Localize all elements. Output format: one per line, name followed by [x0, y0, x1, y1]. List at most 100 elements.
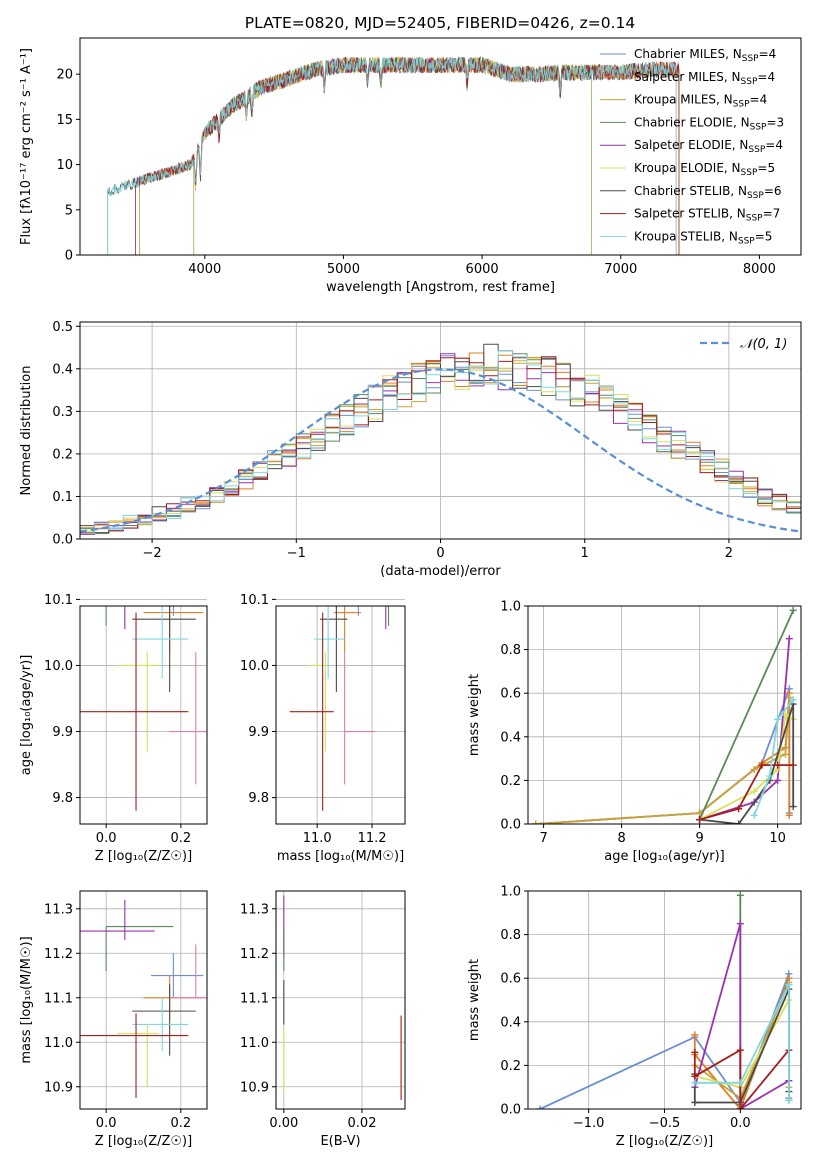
- legend-entry: Chabrier STELIB, NSSP=6: [634, 184, 782, 201]
- weight-series-line: [753, 699, 794, 816]
- x-axis-label: E(B-V): [320, 1134, 360, 1149]
- weight-point-marker: [789, 803, 797, 811]
- y-tick-label: 0.4: [500, 1015, 521, 1030]
- weight-point-marker: [691, 1048, 699, 1056]
- x-tick-label: 0: [436, 546, 444, 561]
- spectrum-legend: Chabrier MILES, NSSP=4 Salpeter MILES, NS…: [600, 47, 784, 246]
- x-tick-label: 0.02: [348, 1116, 377, 1131]
- plot-area: [289, 606, 390, 811]
- weight-point-marker: [758, 761, 766, 769]
- spectrum-series-line: [107, 55, 677, 255]
- x-tick-label: 6000: [466, 262, 499, 277]
- weight-point-marker: [774, 776, 782, 784]
- y-tick-label: 10.1: [240, 593, 269, 608]
- y-tick-label: 11.1: [240, 991, 269, 1006]
- weight-point-marker: [785, 1096, 793, 1104]
- weight-point-marker: [691, 1098, 699, 1106]
- weight-point-marker: [785, 811, 793, 819]
- y-tick-label: 9.9: [248, 725, 269, 740]
- axes-frame: [79, 605, 208, 825]
- weight-point-marker: [691, 1072, 699, 1080]
- y-axis-label: Normed distribution: [19, 366, 34, 496]
- histogram-series: [80, 343, 801, 539]
- weight-point-marker: [736, 1046, 744, 1054]
- weight-point-marker: [736, 891, 744, 899]
- y-tick-label: 10.0: [240, 659, 269, 674]
- axes-frame: [79, 37, 802, 256]
- weight-series-line: [699, 638, 791, 821]
- y-tick-label: 11.2: [240, 947, 269, 962]
- x-tick-label: 8000: [743, 262, 776, 277]
- legend-entry: Salpeter ELODIE, NSSP=4: [634, 138, 783, 155]
- y-tick-label: 0.6: [500, 687, 521, 702]
- x-tick-label: 10: [769, 831, 786, 846]
- y-tick-label: 11.3: [240, 902, 269, 917]
- gaussian-curve: [80, 368, 801, 533]
- panel-weight_vs_age: 7 8 9 10 0.0 0.2 0.4 0.6 0.8 1.0 age [log₁₀(age/yr…: [467, 600, 802, 864]
- y-tick-label: 0.2: [52, 447, 73, 462]
- weight-point-marker: [781, 711, 789, 719]
- y-tick-label: 0.1: [52, 490, 73, 505]
- y-tick-label: 1.0: [500, 600, 521, 615]
- y-axis-label: Flux [fλ10⁻¹⁷ erg cm⁻² s⁻¹ A⁻¹]: [19, 48, 34, 245]
- y-tick-label: 0.2: [500, 774, 521, 789]
- x-tick-label: 0.0: [96, 1116, 117, 1131]
- y-tick-label: 15: [56, 113, 73, 128]
- y-axis-label: mass weight: [467, 959, 482, 1041]
- plot-area: [283, 895, 402, 1101]
- y-tick-label: 9.9: [52, 725, 73, 740]
- weight-series-line: [535, 693, 791, 824]
- y-tick-label: 10: [56, 158, 73, 173]
- y-tick-label: 11.0: [240, 1036, 269, 1051]
- legend-entry: Kroupa ELODIE, NSSP=5: [634, 161, 775, 178]
- x-tick-label: 7: [539, 831, 547, 846]
- axes-frame: [527, 605, 802, 825]
- x-tick-label: 2: [725, 546, 733, 561]
- spectrum-series-line: [139, 56, 680, 255]
- spectrum-series-line: [135, 56, 680, 255]
- x-tick-label: 7000: [604, 262, 637, 277]
- plot-area: [532, 606, 797, 824]
- legend-entry: 𝒩(0, 1): [740, 337, 787, 352]
- weight-point-marker: [789, 606, 797, 614]
- x-axis-label: (data-model)/error: [380, 564, 501, 579]
- weight-point-marker: [696, 816, 704, 824]
- y-tick-label: 20: [56, 68, 73, 83]
- y-tick-label: 0.8: [500, 928, 521, 943]
- x-tick-label: 0.2: [171, 1116, 192, 1131]
- x-tick-label: 0.0: [730, 1116, 751, 1131]
- x-tick-label: −2: [143, 546, 162, 561]
- legend-entry: Kroupa MILES, NSSP=4: [634, 93, 767, 110]
- weight-point-marker: [766, 772, 774, 780]
- plot-area: [80, 606, 207, 811]
- y-tick-label: 1.0: [500, 885, 521, 900]
- weight-point-marker: [789, 696, 797, 704]
- legend-entry: Salpeter STELIB, NSSP=7: [634, 207, 780, 224]
- weight-series-line: [698, 610, 795, 820]
- x-axis-label: age [log₁₀(age/yr)]: [604, 849, 725, 864]
- legend-entry: Chabrier ELODIE, NSSP=3: [634, 115, 784, 132]
- y-tick-label: 0.4: [52, 362, 73, 377]
- y-tick-label: 0.6: [500, 972, 521, 987]
- weight-point-marker: [536, 1105, 544, 1109]
- panel-mass_vs_EBV: 0.00 0.02 10.9 11.0 11.1 11.2 11.3 E(B-V): [240, 890, 406, 1149]
- weight-point-marker: [781, 750, 789, 758]
- y-axis-label: age [log₁₀(age/yr)]: [19, 655, 34, 776]
- x-axis-label: Z [log₁₀(Z/Z☉)]: [616, 1134, 713, 1149]
- weight-point-marker: [750, 811, 758, 819]
- figure-title: PLATE=0820, MJD=52405, FIBERID=0426, z=0…: [245, 14, 635, 32]
- weight-point-marker: [750, 787, 758, 795]
- x-tick-label: 0.2: [171, 831, 192, 846]
- x-tick-label: 11.2: [358, 831, 387, 846]
- y-tick-label: 0.0: [52, 533, 73, 548]
- y-tick-label: 0.5: [52, 320, 73, 335]
- y-tick-label: 0.4: [500, 730, 521, 745]
- y-tick-label: 0.2: [500, 1059, 521, 1074]
- plot-area: [107, 55, 680, 255]
- x-axis-label: wavelength [Angstrom, rest frame]: [326, 280, 555, 295]
- x-tick-label: 8: [617, 831, 625, 846]
- y-tick-label: 10.9: [44, 1080, 73, 1095]
- weight-point-marker: [785, 981, 793, 989]
- x-tick-label: 4000: [188, 262, 221, 277]
